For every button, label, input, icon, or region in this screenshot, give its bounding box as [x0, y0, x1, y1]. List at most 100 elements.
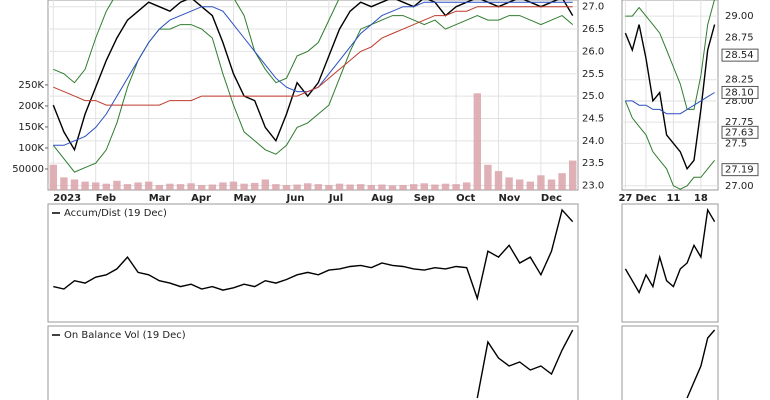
- x-tick-label: Dec: [541, 193, 562, 204]
- x-tick-label: Nov: [499, 193, 521, 204]
- volume-bar: [250, 182, 259, 190]
- volume-bar: [515, 179, 524, 190]
- volume-bar: [240, 183, 248, 190]
- volume-bar: [123, 184, 132, 190]
- volume-bar: [229, 181, 238, 190]
- y-tick-label: 27.0: [582, 2, 604, 13]
- volume-bar: [378, 184, 386, 190]
- volume-bar: [49, 164, 58, 190]
- mini-ad-line: [624, 207, 716, 295]
- price-label: 27.19: [725, 165, 754, 176]
- volume-bar: [187, 183, 195, 190]
- volume-bar: [293, 184, 301, 190]
- volume-tick-label: 250K: [18, 80, 44, 91]
- x-tick-label: 2023: [53, 193, 81, 204]
- x-tick-label: 11: [666, 193, 680, 204]
- volume-bar: [272, 184, 280, 190]
- volume-bar: [91, 182, 100, 190]
- x-tick-label: 27: [618, 193, 632, 204]
- y-tick-label: 25.0: [582, 91, 604, 102]
- indicator-line: [53, 208, 574, 301]
- price-label: 28.10: [725, 87, 754, 98]
- mini-price-line: [624, 24, 716, 171]
- panel-title: Accum/Dist (19 Dec): [64, 208, 167, 219]
- mini-price-line: [625, 92, 715, 115]
- volume-bar: [155, 184, 164, 190]
- x-tick-label: Mar: [149, 193, 171, 204]
- mini-price-panel: [621, 0, 719, 191]
- price-panel: [47, 0, 579, 191]
- volume-bar: [462, 182, 471, 190]
- volume-bar: [282, 184, 291, 190]
- price-label-box: [721, 163, 759, 177]
- volume-tick-label: 200K: [18, 101, 44, 112]
- x-tick-label: Feb: [96, 193, 116, 204]
- price-line: [52, 0, 574, 152]
- volume-bar: [335, 183, 344, 190]
- mini-obv-line: [686, 329, 716, 399]
- mini-ad-panel: [621, 203, 719, 323]
- x-tick-label: Sep: [414, 193, 435, 204]
- price-label-box: [721, 48, 759, 62]
- price-label: 27.63: [725, 127, 754, 138]
- price-line: [52, 15, 574, 173]
- volume-bar: [134, 182, 142, 190]
- volume-bar: [399, 184, 407, 190]
- volume-bar: [367, 184, 376, 190]
- y-tick-label: 29.00: [725, 11, 754, 22]
- price-line: [53, 0, 340, 84]
- obv-panel: [47, 325, 579, 400]
- price-label: 28.54: [725, 50, 754, 61]
- x-tick-label: Oct: [456, 193, 475, 204]
- x-tick-label: Jul: [328, 193, 343, 204]
- y-tick-label: 23.5: [582, 158, 604, 169]
- volume-bar: [356, 184, 365, 190]
- price-line: [53, 6, 573, 106]
- volume-bar: [314, 184, 323, 190]
- mini-price-line: [624, 100, 715, 190]
- volume-bar: [60, 177, 68, 190]
- price-label-box: [721, 125, 759, 139]
- y-tick-label: 27.00: [725, 181, 754, 192]
- volume-bar: [420, 183, 429, 190]
- volume-bar: [431, 184, 439, 190]
- volume-tick-label: 150K: [18, 122, 44, 133]
- x-tick-label: Jun: [286, 193, 305, 204]
- volume-bar: [388, 185, 397, 190]
- x-tick-label: 18: [694, 193, 708, 204]
- volume-bar: [346, 184, 354, 190]
- volume-bar: [409, 184, 418, 190]
- volume-bar: [303, 183, 312, 190]
- volume-bar: [452, 184, 460, 190]
- y-tick-label: 27.5: [725, 138, 747, 149]
- mini-obv-panel: [621, 325, 719, 400]
- y-tick-label: 24.5: [582, 113, 604, 124]
- y-tick-label: 28.00: [725, 96, 754, 107]
- volume-bar: [197, 184, 206, 190]
- volume-bar: [144, 181, 153, 190]
- volume-bar: [166, 183, 174, 190]
- x-tick-label: Dec: [635, 193, 656, 204]
- y-tick-label: 27.75: [725, 117, 754, 128]
- ad-panel: [47, 203, 579, 323]
- y-tick-label: 24.0: [582, 136, 604, 147]
- y-tick-label: 28.25: [725, 75, 754, 86]
- volume-bar: [441, 183, 450, 190]
- y-tick-label: 23.0: [582, 181, 604, 192]
- volume-bar: [113, 180, 121, 190]
- y-tick-label: 26.5: [582, 24, 604, 35]
- y-tick-label: 28.75: [725, 32, 754, 43]
- price-label-box: [721, 85, 759, 99]
- volume-tick-label: 50000: [12, 164, 44, 175]
- panel-title: On Balance Vol (19 Dec): [64, 330, 186, 341]
- volume-bar: [70, 179, 79, 190]
- volume-bar: [176, 184, 185, 190]
- volume-bar: [505, 177, 513, 190]
- x-tick-label: Aug: [371, 193, 393, 204]
- volume-bar: [537, 175, 545, 190]
- volume-bar: [568, 160, 577, 190]
- volume-bar: [102, 183, 111, 190]
- volume-bar: [261, 179, 270, 190]
- volume-bar: [494, 171, 503, 190]
- y-tick-label: 26.0: [582, 46, 604, 57]
